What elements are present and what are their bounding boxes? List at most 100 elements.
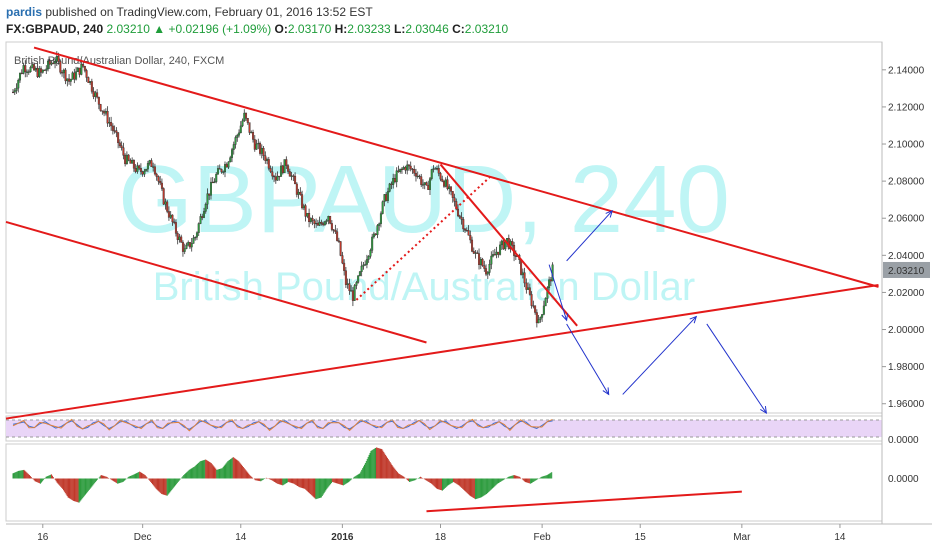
candle-up: [34, 68, 37, 71]
candle-up: [143, 170, 146, 175]
candle-up: [195, 232, 198, 238]
projection-arrow[interactable]: [706, 323, 767, 414]
projection-arrow[interactable]: [566, 210, 613, 262]
candle-down: [48, 60, 51, 65]
watermark-symbol: GBPAUD, 240: [118, 146, 730, 253]
candle-down: [549, 279, 552, 282]
candle-up: [215, 173, 218, 182]
candle-down: [68, 78, 71, 82]
candle-down: [313, 220, 316, 224]
candle-down: [458, 215, 461, 218]
candle-up: [131, 160, 134, 164]
y-tick-label: 1.98000: [888, 362, 925, 373]
candle-up: [432, 168, 435, 170]
candle-down: [166, 201, 169, 212]
candle-down: [453, 197, 456, 202]
candle-down: [414, 173, 417, 177]
price-change: +0.02196 (+1.09%): [168, 22, 272, 36]
candle-up: [290, 175, 293, 177]
candle-down: [201, 216, 204, 218]
trendline[interactable]: [33, 46, 879, 288]
projection-arrow[interactable]: [622, 316, 697, 395]
candle-up: [66, 78, 69, 82]
candle-down: [478, 253, 481, 265]
candle-down: [341, 255, 344, 264]
candle-up: [416, 175, 419, 178]
candle-up: [26, 71, 29, 73]
candle-down: [393, 177, 396, 183]
candle-up: [423, 182, 426, 185]
candle-up: [17, 79, 20, 89]
trendline[interactable]: [439, 163, 578, 327]
histogram-trendline[interactable]: [426, 490, 742, 513]
candle-down: [33, 64, 36, 71]
trendline[interactable]: [5, 220, 427, 344]
symbol-info: FX:GBPAUD, 240 2.03210 ▲ +0.02196 (+1.09…: [6, 22, 508, 36]
candle-down: [24, 65, 27, 73]
candle-down: [337, 240, 340, 242]
candle-down: [301, 194, 304, 209]
candle-up: [22, 65, 25, 74]
candle-down: [103, 111, 106, 114]
candle-down: [502, 240, 505, 250]
candle-down: [316, 222, 319, 226]
oscillator-line-d: [12, 418, 553, 432]
candle-up: [239, 125, 242, 134]
candle-down: [157, 176, 160, 182]
candle-up: [55, 56, 58, 62]
x-tick-label: Feb: [533, 532, 551, 543]
candle-up: [216, 168, 219, 175]
candle-down: [176, 233, 179, 240]
candle-up: [388, 183, 391, 192]
candle-down: [220, 169, 223, 173]
candle-down: [122, 147, 125, 156]
candle-down: [530, 294, 533, 306]
candle-up: [537, 319, 540, 324]
author-link[interactable]: pardis: [6, 5, 43, 19]
candle-up: [302, 205, 305, 209]
candle-down: [160, 182, 163, 189]
dotted-trendline[interactable]: [355, 176, 491, 301]
candle-down: [441, 178, 444, 182]
candle-down: [385, 194, 388, 201]
candle-up: [104, 111, 107, 114]
candle-up: [383, 194, 386, 202]
candle-up: [527, 287, 530, 290]
y-tick-label: 2.06000: [888, 214, 925, 225]
candle-down: [118, 142, 121, 146]
candle-down: [450, 186, 453, 192]
candle-up: [223, 164, 226, 173]
candle-up: [89, 81, 92, 83]
candle-down: [269, 168, 272, 172]
projection-arrow[interactable]: [548, 264, 568, 321]
projection-arrow[interactable]: [566, 323, 610, 395]
candle-down: [87, 77, 90, 83]
candle-up: [360, 265, 363, 272]
candle-up: [372, 233, 375, 238]
candle-up: [169, 214, 172, 218]
trendline[interactable]: [5, 284, 879, 420]
candle-up: [152, 166, 155, 168]
candle-down: [259, 142, 262, 154]
candle-down: [245, 112, 248, 119]
candle-down: [320, 221, 323, 224]
candle-up: [213, 181, 216, 184]
candle-down: [532, 305, 535, 307]
candle-down: [471, 239, 474, 252]
candle-down: [374, 233, 377, 235]
candle-down: [400, 168, 403, 171]
candle-down: [111, 125, 114, 131]
candle-up: [54, 61, 57, 64]
candle-up: [80, 64, 83, 75]
candle-up: [238, 132, 241, 136]
candle-up: [406, 164, 409, 171]
candle-up: [260, 147, 263, 154]
candle-up: [448, 186, 451, 190]
candle-down: [83, 65, 86, 71]
candle-down: [351, 290, 354, 301]
projection-arrowhead: [605, 209, 613, 218]
candle-down: [497, 251, 500, 255]
candle-up: [386, 191, 389, 201]
candle-down: [404, 167, 407, 171]
